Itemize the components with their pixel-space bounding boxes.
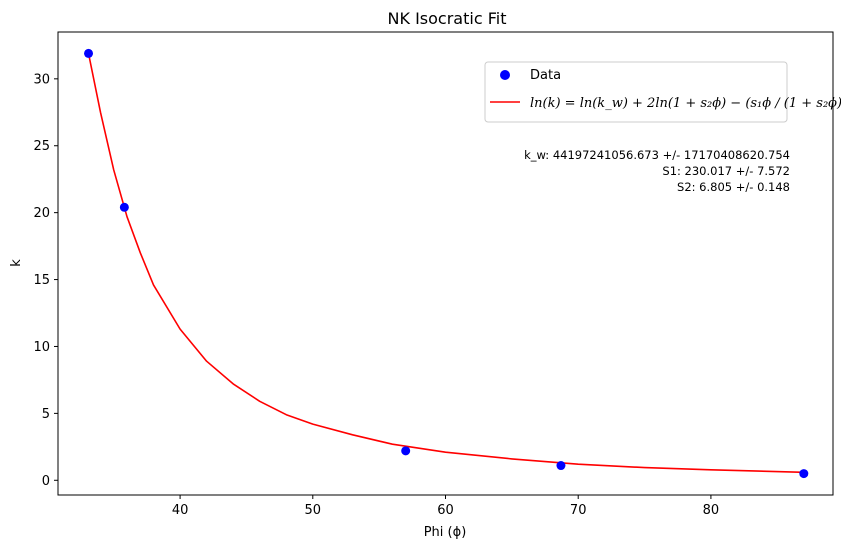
y-tick-label: 0: [42, 474, 50, 489]
plot-area: [84, 48, 809, 479]
annotation-s2: S2: 6.805 +/- 0.148: [677, 180, 790, 194]
data-point: [799, 469, 809, 479]
y-axis: 0 5 10 15 20 25 30: [33, 72, 58, 489]
data-point: [119, 202, 129, 212]
legend-data-label: Data: [530, 68, 561, 83]
fit-curve-layer: [87, 53, 804, 474]
y-tick-label: 10: [33, 340, 50, 355]
y-tick-label: 5: [42, 407, 50, 422]
legend-fit-label: ln(k) = ln(k_w) + 2ln(1 + s₂ϕ) − (s₁ϕ / …: [530, 96, 841, 111]
legend: Data ln(k) = ln(k_w) + 2ln(1 + s₂ϕ) − (s…: [484, 61, 841, 123]
x-tick-label: 70: [570, 503, 587, 518]
x-tick-label: 50: [305, 503, 322, 518]
x-axis-title: Phi (ϕ): [424, 525, 467, 540]
y-tick-label: 20: [33, 206, 50, 221]
y-tick-label: 30: [33, 72, 50, 87]
annotation-kw: k_w: 44197241056.673 +/- 17170408620.754: [524, 148, 790, 162]
legend-box: [484, 61, 788, 123]
annotation-s1: S1: 230.017 +/- 7.572: [662, 164, 790, 178]
y-tick-label: 25: [33, 139, 50, 154]
x-axis: 40 50 60 70 80: [172, 495, 719, 518]
y-tick-label: 15: [33, 273, 50, 288]
fit-parameters: k_w: 44197241056.673 +/- 17170408620.754…: [524, 148, 790, 194]
x-tick-label: 60: [437, 503, 454, 518]
data-point: [401, 446, 411, 456]
x-tick-label: 80: [703, 503, 720, 518]
x-tick-label: 40: [172, 503, 189, 518]
data-point: [84, 48, 94, 58]
data-point: [556, 461, 566, 471]
fit-curve: [87, 53, 804, 474]
data-point-layer: [84, 48, 809, 479]
y-axis-title: k: [9, 259, 24, 267]
legend-data-marker: [500, 70, 510, 80]
chart-title: NK Isocratic Fit: [388, 9, 507, 28]
